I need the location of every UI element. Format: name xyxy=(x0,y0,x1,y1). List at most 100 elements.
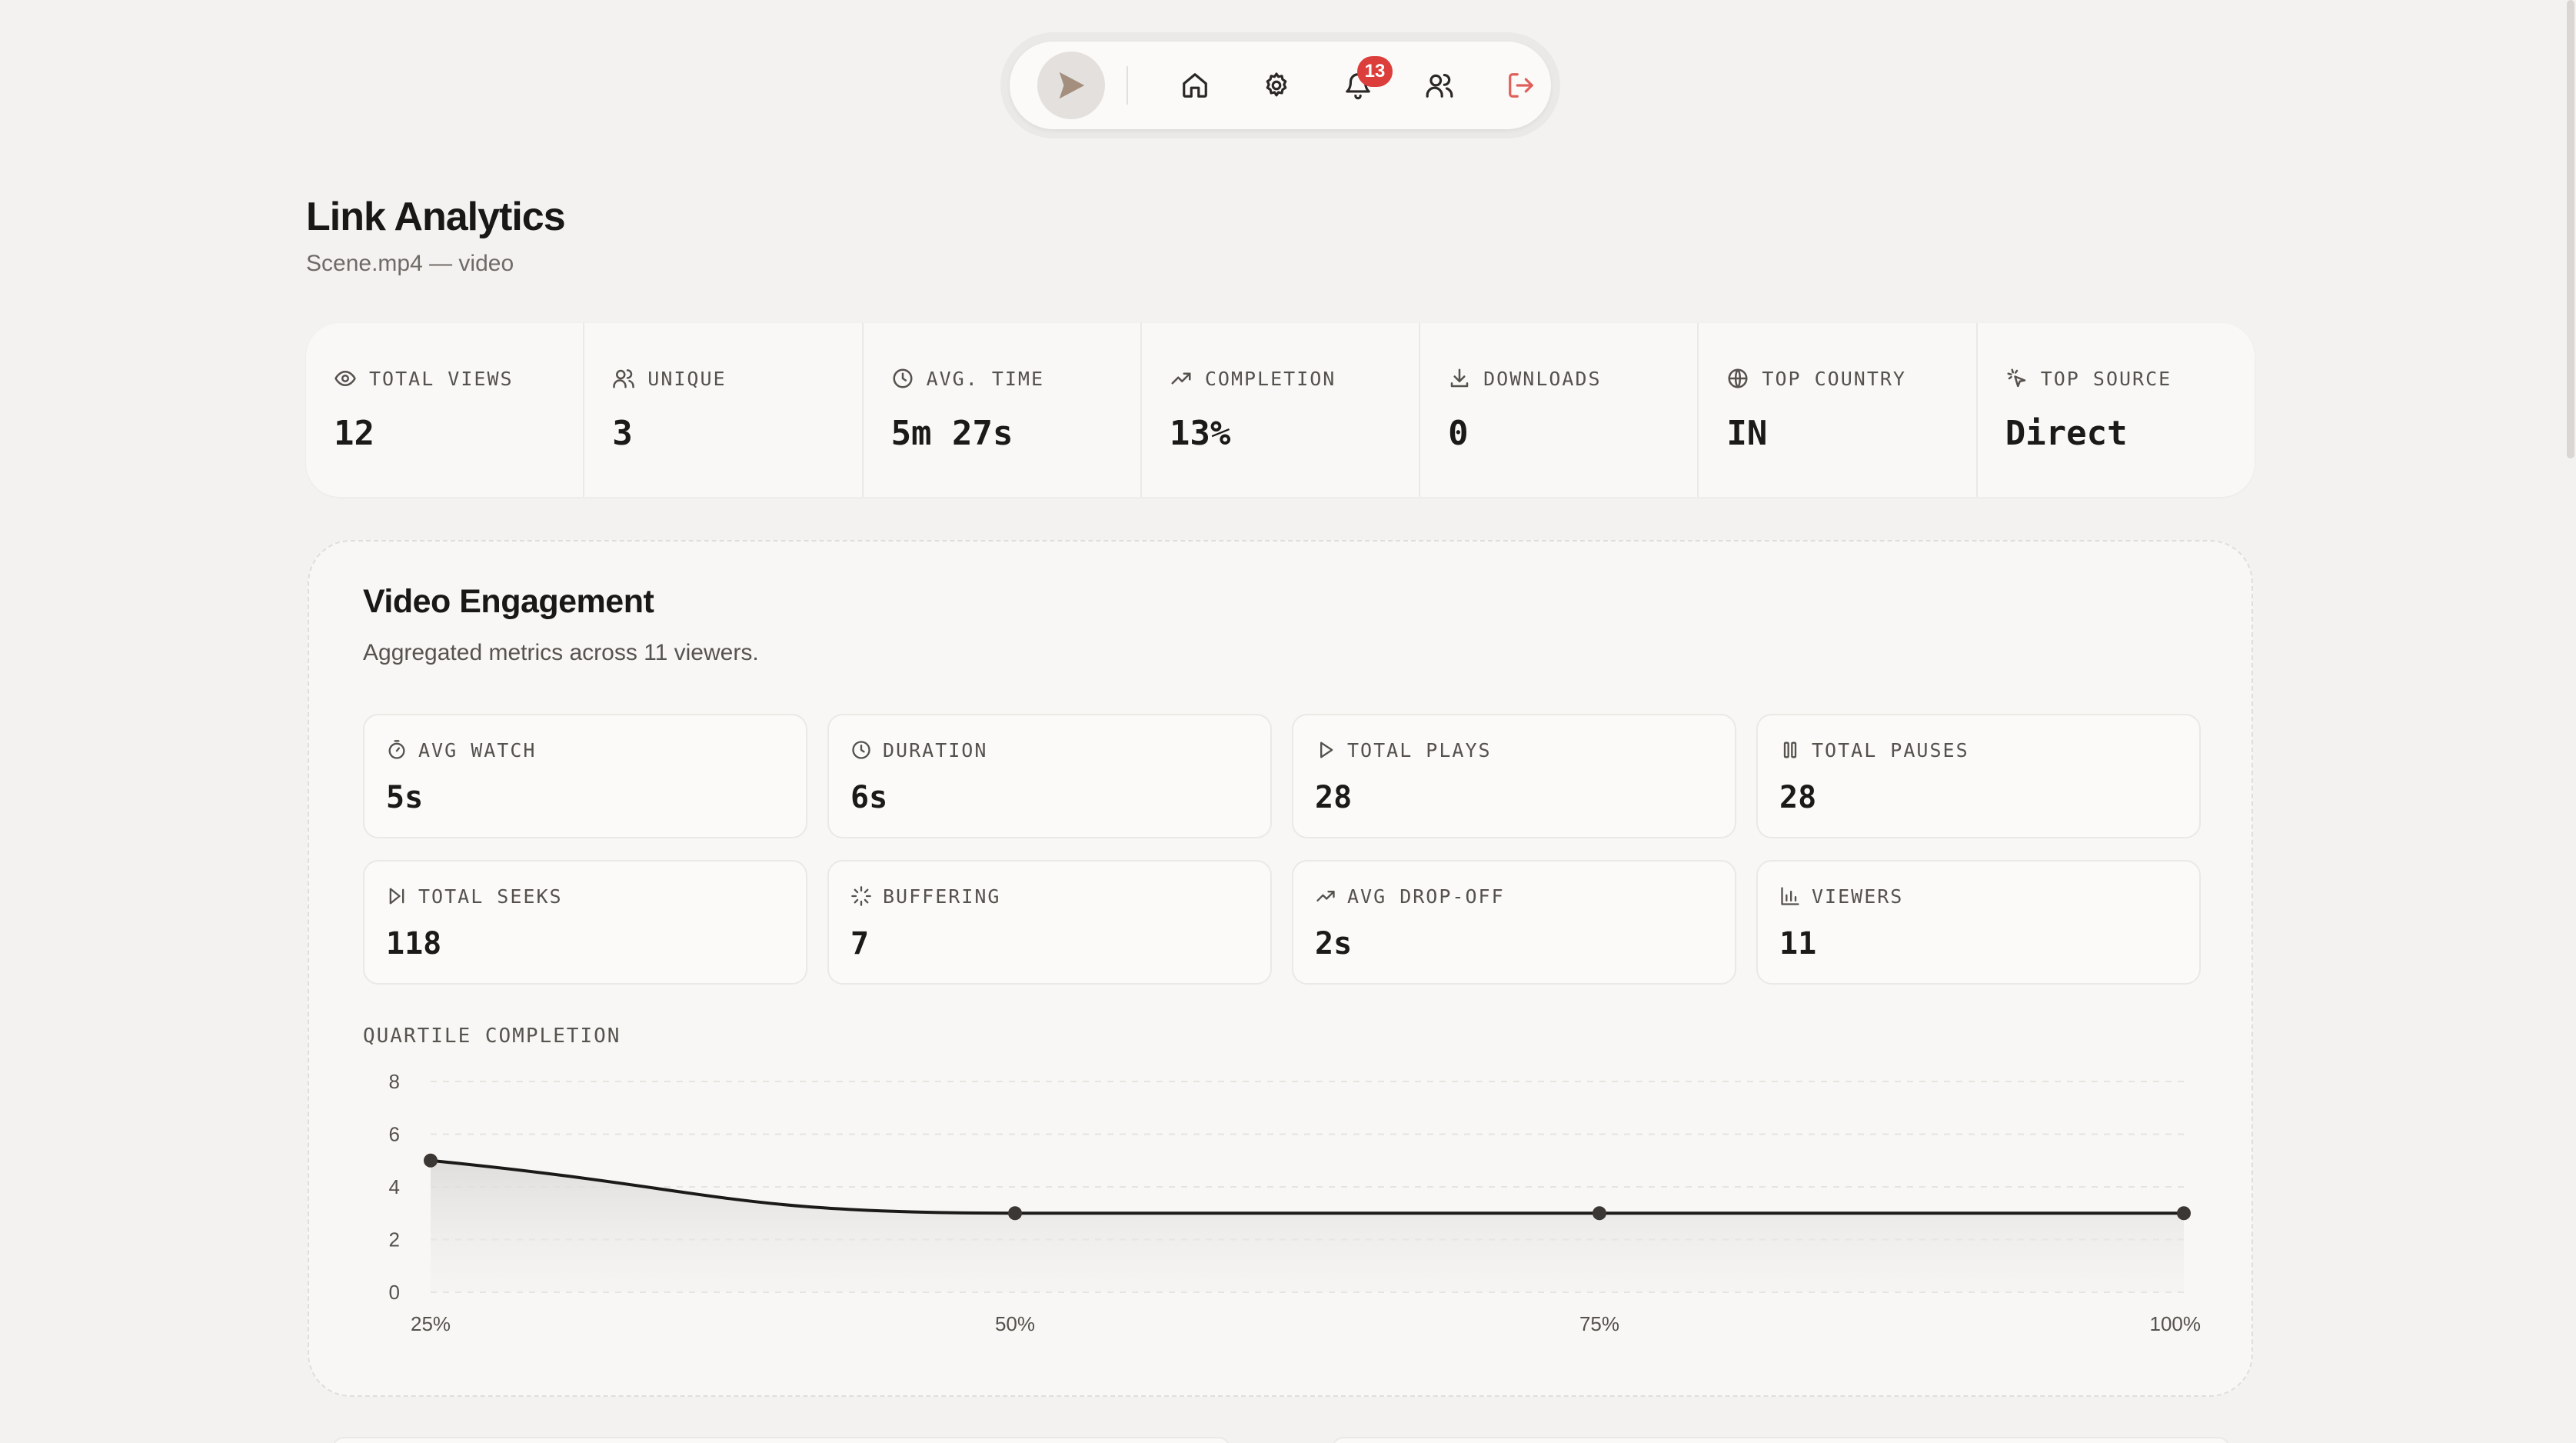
chart-series-line xyxy=(430,1158,2184,1215)
chart-data-point[interactable] xyxy=(1593,1206,1606,1221)
metric-label: AVG WATCH xyxy=(418,738,537,761)
metric-label: BUFFERING xyxy=(883,885,1001,908)
metric-duration: DURATION 6s xyxy=(827,714,1272,838)
nav-bar: 13 xyxy=(1010,42,1551,129)
stat-label: UNIQUE xyxy=(647,367,727,390)
stat-unique: UNIQUE 3 xyxy=(584,323,864,497)
metric-avg-watch: AVG WATCH 5s xyxy=(363,714,807,838)
y-tick-label: 6 xyxy=(389,1123,400,1146)
metric-value: 7 xyxy=(850,926,870,961)
stat-value: 0 xyxy=(1448,414,1469,453)
bar-chart-icon xyxy=(1781,887,1799,905)
x-tick-label: 50% xyxy=(995,1312,1035,1335)
stat-avg-time: AVG. TIME 5m 27s xyxy=(864,323,1142,497)
logout-icon xyxy=(1509,73,1533,98)
next-card-edge xyxy=(1332,1437,2230,1443)
stat-label: TOP SOURCE xyxy=(2040,367,2172,390)
x-tick-label: 100% xyxy=(2150,1312,2202,1335)
cursor-click-icon xyxy=(2007,368,2025,388)
video-engagement-card: Video Engagement Aggregated metrics acro… xyxy=(308,540,2253,1397)
stat-value: IN xyxy=(1726,414,1768,453)
metric-label: TOTAL PAUSES xyxy=(1812,738,1969,761)
metric-label: DURATION xyxy=(883,738,988,761)
metric-value: 28 xyxy=(1779,780,1817,815)
metric-total-plays: TOTAL PLAYS 28 xyxy=(1292,714,1736,838)
y-tick-label: 4 xyxy=(389,1175,400,1198)
users-icon xyxy=(1426,73,1453,98)
trend-up-icon xyxy=(1316,891,1335,901)
metric-total-seeks: TOTAL SEEKS 118 xyxy=(363,860,807,985)
y-tick-label: 2 xyxy=(389,1228,400,1251)
team-button[interactable] xyxy=(1399,52,1480,119)
stat-completion: COMPLETION 13% xyxy=(1142,323,1421,497)
metric-label: TOTAL SEEKS xyxy=(418,885,563,908)
page-subtitle: Scene.mp4 — video xyxy=(306,251,514,276)
stat-value: Direct xyxy=(2005,414,2128,453)
clock-icon xyxy=(852,741,870,759)
user-icon xyxy=(613,369,635,388)
card-subtitle: Aggregated metrics across 11 viewers. xyxy=(363,640,759,665)
y-tick-label: 8 xyxy=(389,1070,400,1093)
y-tick-label: 0 xyxy=(389,1281,400,1304)
metric-buffering: BUFFERING 7 xyxy=(827,860,1272,985)
chart-label: QUARTILE COMPLETION xyxy=(363,1025,621,1048)
loader-icon xyxy=(851,886,871,906)
chart-data-point[interactable] xyxy=(1008,1206,1022,1221)
nav-divider xyxy=(1127,66,1128,105)
chart-area-fill xyxy=(431,1160,2184,1292)
stat-top-source: TOP SOURCE Direct xyxy=(1978,323,2255,497)
chart-data-point[interactable] xyxy=(2177,1206,2191,1221)
stat-label: TOTAL VIEWS xyxy=(369,367,514,390)
stats-strip: TOTAL VIEWS 12 UNIQUE 3 AVG. TIME 5m 27s… xyxy=(306,323,2255,497)
timer-icon xyxy=(388,740,405,759)
metric-total-pauses: TOTAL PAUSES 28 xyxy=(1756,714,2201,838)
gear-icon xyxy=(1266,72,1287,97)
stat-value: 3 xyxy=(612,414,633,453)
stat-label: AVG. TIME xyxy=(926,367,1045,390)
eye-icon xyxy=(334,371,356,386)
card-title: Video Engagement xyxy=(363,583,654,620)
metric-label: VIEWERS xyxy=(1812,885,1904,908)
metric-value: 6s xyxy=(850,780,888,815)
skip-forward-icon xyxy=(389,888,404,905)
stat-value: 13% xyxy=(1169,414,1231,453)
pause-icon xyxy=(1783,741,1797,758)
top-nav: 13 xyxy=(1000,32,1560,138)
bell-icon xyxy=(1346,73,1370,100)
stat-value: 12 xyxy=(334,414,374,453)
x-tick-label: 75% xyxy=(1579,1312,1619,1335)
x-tick-label: 25% xyxy=(411,1312,451,1335)
settings-button[interactable] xyxy=(1236,52,1317,119)
notification-badge: 13 xyxy=(1357,56,1393,87)
stat-total-views: TOTAL VIEWS 12 xyxy=(306,323,585,497)
play-icon xyxy=(1320,741,1333,758)
metric-value: 118 xyxy=(386,926,442,961)
metric-label: TOTAL PLAYS xyxy=(1347,738,1492,761)
metric-value: 11 xyxy=(1779,926,1817,961)
stat-top-country: TOP COUNTRY IN xyxy=(1699,323,1978,497)
stat-downloads: DOWNLOADS 0 xyxy=(1420,323,1699,497)
metric-viewers: VIEWERS 11 xyxy=(1756,860,2201,985)
metric-value: 5s xyxy=(386,780,424,815)
stat-label: TOP COUNTRY xyxy=(1762,367,1906,390)
metric-value: 28 xyxy=(1315,780,1353,815)
stat-value: 5m 27s xyxy=(890,414,1013,453)
trend-up-icon xyxy=(1171,372,1191,385)
globe-icon xyxy=(1728,368,1748,388)
download-icon xyxy=(1450,368,1469,388)
chart-data-point[interactable] xyxy=(424,1153,438,1168)
metric-label: AVG DROP-OFF xyxy=(1347,885,1505,908)
logout-button[interactable] xyxy=(1480,52,1562,119)
home-button[interactable] xyxy=(1154,52,1236,119)
clock-icon xyxy=(893,368,913,388)
metric-value: 2s xyxy=(1315,926,1353,961)
home-icon xyxy=(1183,73,1207,98)
logo-icon[interactable] xyxy=(1037,52,1105,119)
stat-label: DOWNLOADS xyxy=(1483,367,1602,390)
page-title: Link Analytics xyxy=(306,195,566,239)
stat-label: COMPLETION xyxy=(1204,367,1336,390)
notifications-button[interactable]: 13 xyxy=(1317,52,1399,119)
scrollbar-thumb[interactable] xyxy=(2567,0,2574,458)
metric-avg-drop-off: AVG DROP-OFF 2s xyxy=(1292,860,1736,985)
next-card-edge xyxy=(332,1437,1230,1443)
